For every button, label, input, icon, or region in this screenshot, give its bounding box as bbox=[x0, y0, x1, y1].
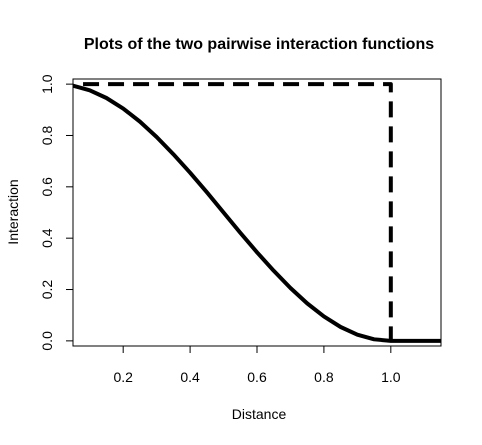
y-tick-label: 0.4 bbox=[39, 228, 55, 248]
dashed-step-line bbox=[83, 82, 393, 341]
y-tick-label: 1.0 bbox=[39, 74, 55, 94]
y-tick-label: 0.8 bbox=[39, 126, 55, 146]
x-tick-label: 0.8 bbox=[314, 369, 334, 385]
y-axis: 0.0 0.2 0.4 0.6 0.8 1.0 bbox=[39, 74, 73, 351]
chart-title: Plots of the two pairwise interaction fu… bbox=[84, 36, 434, 53]
x-axis: 0.2 0.4 0.6 0.8 1.0 bbox=[113, 346, 401, 385]
series-layer bbox=[73, 82, 441, 343]
y-tick-label: 0.0 bbox=[39, 331, 55, 351]
x-tick-label: 0.2 bbox=[113, 369, 133, 385]
x-tick-label: 0.4 bbox=[180, 369, 200, 385]
y-axis-label: Interaction bbox=[5, 179, 21, 244]
x-tick-label: 0.6 bbox=[247, 369, 267, 385]
smooth-interaction-line bbox=[73, 83, 441, 343]
plot-frame bbox=[72, 78, 442, 347]
y-tick-label: 0.2 bbox=[39, 280, 55, 300]
y-tick-label: 0.6 bbox=[39, 177, 55, 197]
x-axis-label: Distance bbox=[232, 406, 287, 422]
x-tick-label: 1.0 bbox=[381, 369, 401, 385]
